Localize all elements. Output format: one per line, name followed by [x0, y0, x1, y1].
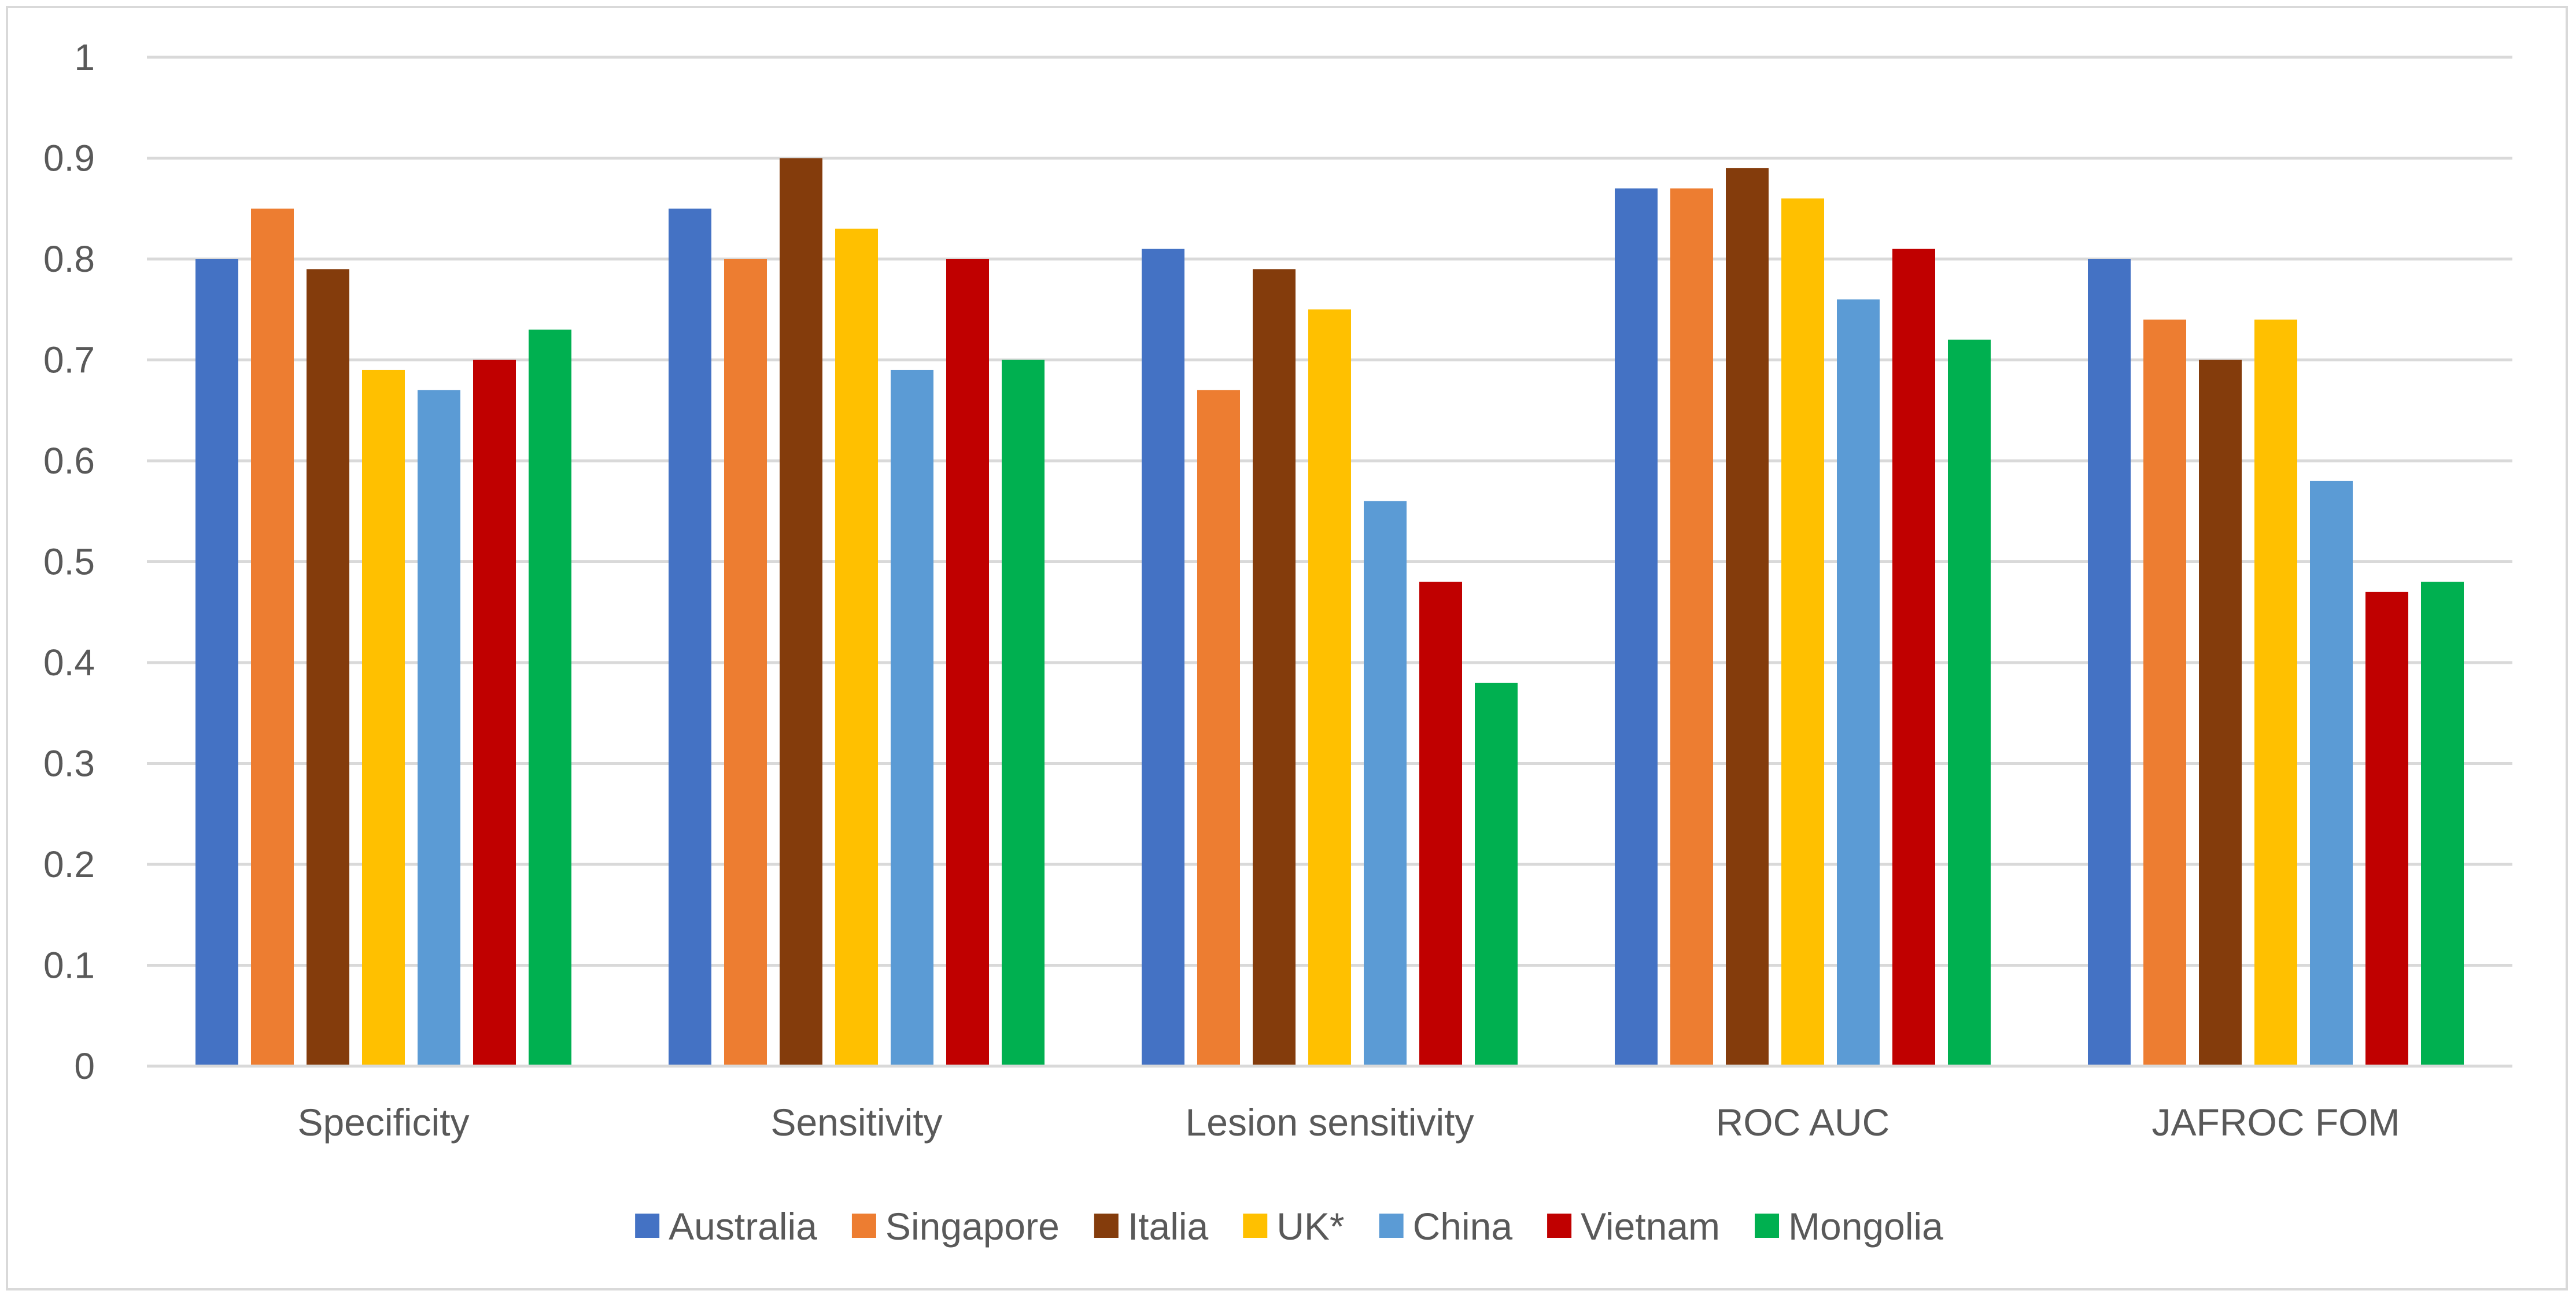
y-tick-label: 0.3 [43, 743, 95, 785]
x-axis: Specificity Sensitivity Lesion sensitivity… [147, 1064, 2512, 1144]
bar-mongolia-2 [1475, 682, 1518, 1066]
chart-frame: 0 0.1 0.2 0.3 0.4 0.5 0.6 0.7 0.8 0.9 1 Specificit… [6, 6, 2568, 1290]
y-tick-label: 0.6 [43, 440, 95, 482]
y-axis-ticks: 0 0.1 0.2 0.3 0.4 0.5 0.6 0.7 0.8 0.9 1 [43, 36, 95, 1087]
bar-italia-1 [780, 158, 822, 1066]
bar-uk-4 [2254, 319, 2297, 1067]
legend-item: Mongolia [1755, 1205, 1943, 1248]
y-tick-label: 0 [74, 1045, 95, 1087]
legend-label: Italia [1128, 1205, 1209, 1248]
bar-vietnam-3 [1892, 249, 1935, 1066]
bar-singapore-2 [1197, 390, 1240, 1066]
legend-label: UK* [1276, 1205, 1344, 1248]
bar-singapore-0 [251, 208, 294, 1066]
bar-mongolia-4 [2421, 582, 2464, 1066]
bar-mongolia-0 [529, 330, 571, 1066]
bar-australia-0 [195, 259, 238, 1066]
category-label: Sensitivity [770, 1101, 942, 1144]
legend-swatch [635, 1214, 660, 1238]
legend-item: China [1379, 1205, 1513, 1248]
legend-item: Singapore [851, 1205, 1060, 1248]
y-tick-label: 0.1 [43, 945, 95, 986]
y-tick-label: 0.8 [43, 238, 95, 280]
bar-italia-2 [1253, 269, 1296, 1067]
bar-china-0 [418, 390, 460, 1066]
bar-china-1 [891, 369, 933, 1067]
legend-swatch [1094, 1214, 1119, 1238]
legend-item: UK* [1243, 1205, 1345, 1248]
bars [195, 158, 2464, 1067]
legend-item: Vietnam [1547, 1205, 1720, 1248]
legend-label: Australia [669, 1205, 817, 1248]
bar-vietnam-0 [473, 360, 516, 1066]
bar-china-4 [2310, 480, 2353, 1066]
legend-item: Italia [1094, 1205, 1209, 1248]
bar-italia-4 [2199, 360, 2242, 1066]
category-label: Lesion sensitivity [1186, 1101, 1474, 1144]
legend-swatch [851, 1214, 876, 1238]
legend-label: Singapore [885, 1205, 1060, 1248]
category-label: Specificity [297, 1101, 469, 1144]
bar-vietnam-2 [1419, 582, 1462, 1066]
legend-label: China [1413, 1205, 1513, 1248]
bar-singapore-1 [724, 259, 767, 1066]
y-tick-label: 0.4 [43, 642, 95, 683]
legend-swatch [1547, 1214, 1572, 1238]
legend-label: Vietnam [1581, 1205, 1720, 1248]
legend-item: Australia [635, 1205, 817, 1248]
legend: Australia Singapore Italia UK* China Vietnam M… [635, 1205, 1943, 1248]
legend-swatch [1379, 1214, 1404, 1238]
bar-vietnam-4 [2365, 591, 2408, 1066]
bar-italia-3 [1726, 168, 1769, 1067]
bar-chart: 0 0.1 0.2 0.3 0.4 0.5 0.6 0.7 0.8 0.9 1 Specificit… [43, 36, 2512, 1248]
bar-uk-2 [1308, 309, 1351, 1066]
legend-swatch [1755, 1214, 1780, 1238]
bar-singapore-4 [2143, 319, 2186, 1067]
category-label: JAFROC FOM [2152, 1101, 2400, 1144]
bar-mongolia-1 [1002, 360, 1045, 1066]
bar-italia-0 [307, 269, 349, 1067]
category-label: ROC AUC [1716, 1101, 1890, 1144]
bar-mongolia-3 [1948, 339, 1991, 1066]
bar-uk-1 [835, 228, 878, 1066]
bar-australia-3 [1615, 188, 1658, 1067]
bar-australia-2 [1142, 249, 1184, 1066]
bar-vietnam-1 [946, 259, 989, 1066]
y-tick-label: 1 [74, 36, 95, 78]
y-tick-label: 0.7 [43, 339, 95, 381]
bar-uk-3 [1781, 198, 1824, 1066]
bar-australia-4 [2088, 259, 2131, 1066]
bar-singapore-3 [1670, 188, 1713, 1067]
legend-label: Mongolia [1788, 1205, 1943, 1248]
bar-australia-1 [669, 208, 711, 1066]
bar-china-2 [1364, 501, 1407, 1066]
legend-swatch [1243, 1214, 1268, 1238]
bar-china-3 [1837, 299, 1880, 1066]
y-tick-label: 0.2 [43, 844, 95, 885]
bar-uk-0 [362, 369, 405, 1067]
y-tick-label: 0.9 [43, 138, 95, 179]
y-tick-label: 0.5 [43, 541, 95, 583]
